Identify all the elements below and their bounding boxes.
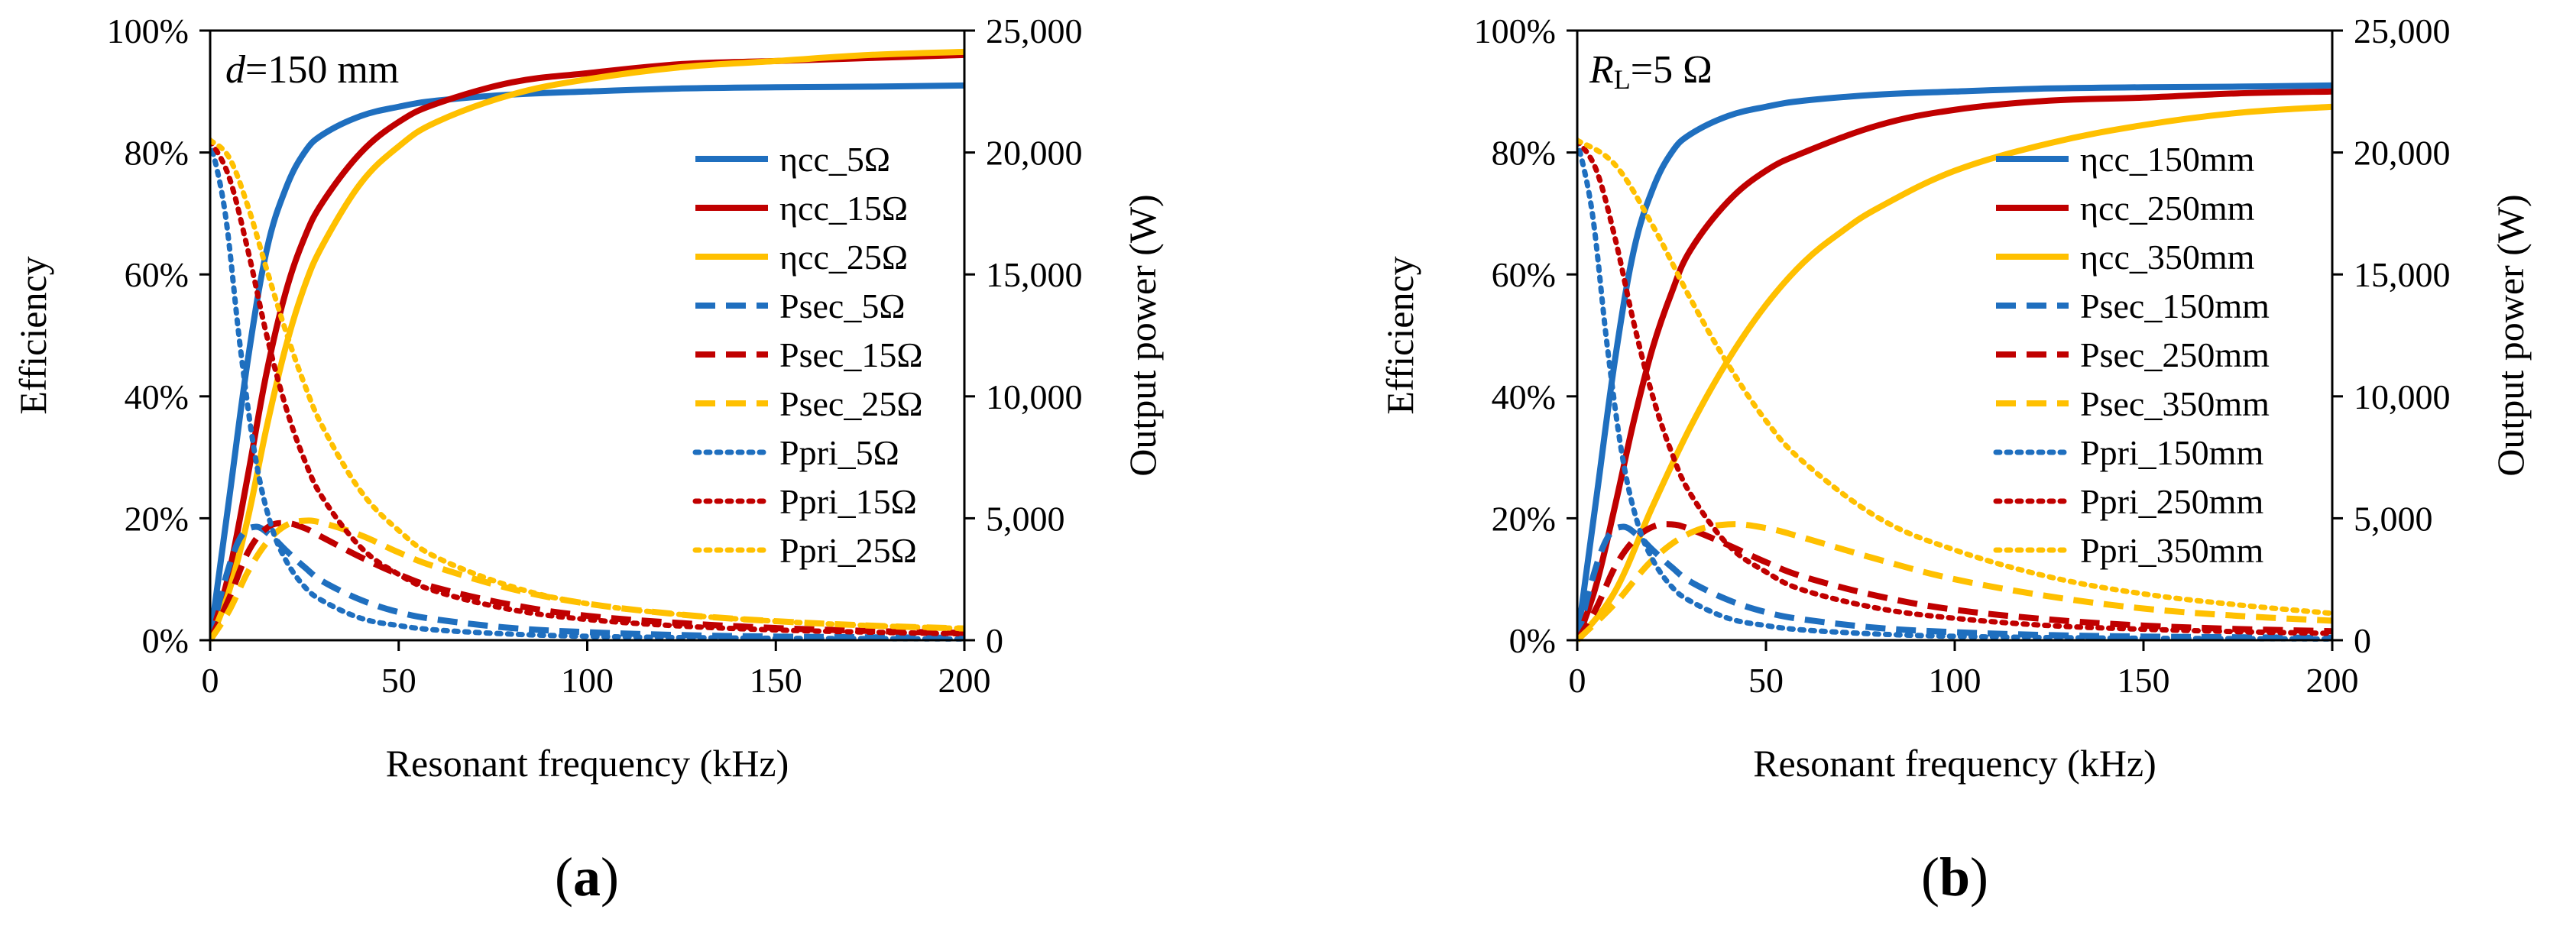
x-tick-label: 0 [202, 661, 219, 700]
legend-label: Psec_15Ω [779, 335, 923, 374]
y-left-tick-label: 100% [107, 11, 189, 50]
x-tick-label: 100 [1929, 661, 1981, 700]
y-left-tick-label: 40% [125, 377, 189, 416]
series-line [1577, 523, 2332, 641]
legend-label: ηcc_5Ω [779, 140, 890, 179]
legend-label: ηcc_150mm [2080, 140, 2255, 179]
x-tick-label: 50 [381, 661, 416, 700]
legend-label: Ppri_150mm [2080, 433, 2263, 472]
legend-label: Ppri_250mm [2080, 482, 2263, 521]
series-line [1577, 82, 2332, 641]
x-tick-label: 150 [750, 661, 802, 700]
y-left-tick-label: 0% [142, 621, 189, 660]
legend-label: Psec_5Ω [779, 286, 906, 325]
series-line [210, 48, 964, 642]
legend-label: ηcc_15Ω [779, 189, 908, 228]
y-right-tick-label: 5,000 [986, 499, 1065, 538]
series-line [1577, 138, 2332, 617]
x-tick-label: 150 [2118, 661, 2170, 700]
legend-label: ηcc_250mm [2080, 189, 2255, 228]
x-tick-label: 0 [1569, 661, 1586, 700]
legend-label: ηcc_25Ω [779, 238, 908, 277]
y-right-tick-label: 0 [986, 621, 1003, 660]
series-line [1577, 521, 2332, 643]
chart-panel-a: 0 50 100 150 200 0% 20% 40% 60% 80% 100% 0 5,000 10,0… [11, 11, 1164, 908]
x-tick-label: 200 [938, 661, 991, 700]
x-tick-label: 50 [1748, 661, 1784, 700]
legend-label: Ppri_350mm [2080, 531, 2263, 570]
legend-label: Ppri_15Ω [779, 482, 917, 521]
plot-annotation: d=150 mm [225, 48, 399, 92]
subfigure-label: (a) [555, 846, 619, 908]
legend-label: ηcc_350mm [2080, 238, 2255, 277]
legend-label: Psec_250mm [2080, 335, 2270, 374]
series-line [1577, 103, 2332, 643]
y-left-tick-label: 0% [1509, 621, 1556, 660]
y-right-tick-label: 10,000 [986, 377, 1083, 416]
x-tick-label: 200 [2306, 661, 2359, 700]
y-left-tick-label: 20% [125, 499, 189, 538]
y-right-axis-label: Output power (W) [1121, 194, 1164, 476]
series-line [210, 138, 964, 632]
legend-label: Ppri_25Ω [779, 531, 917, 570]
legend: ηcc_150mm ηcc_250mm ηcc_350mm Psec_150mm Pse… [1993, 140, 2270, 570]
x-axis-label: Resonant frequency (kHz) [1753, 742, 2156, 785]
series-line [210, 523, 964, 641]
y-right-tick-label: 15,000 [986, 255, 1083, 294]
y-right-tick-label: 25,000 [986, 11, 1083, 50]
y-left-tick-label: 60% [125, 255, 189, 294]
y-right-axis-label: Output power (W) [2489, 194, 2532, 476]
series-group [210, 48, 964, 643]
y-left-tick-label: 40% [1492, 377, 1556, 416]
x-axis-label: Resonant frequency (kHz) [386, 742, 789, 785]
y-left-axis-label: Efficiency [1379, 256, 1421, 414]
legend-label: Ppri_5Ω [779, 433, 899, 472]
y-left-axis-label: Efficiency [11, 256, 54, 414]
subfigure-label: (b) [1921, 846, 1988, 908]
y-left-tick-label: 80% [1492, 134, 1556, 173]
series-line [210, 138, 964, 642]
legend-label: Psec_150mm [2080, 286, 2270, 325]
y-right-tick-label: 25,000 [2354, 11, 2451, 50]
y-right-tick-label: 0 [2354, 621, 2371, 660]
y-right-tick-label: 15,000 [2354, 255, 2451, 294]
series-group [1577, 82, 2332, 643]
y-left-tick-label: 100% [1474, 11, 1556, 50]
y-right-tick-label: 5,000 [2354, 499, 2433, 538]
y-right-tick-label: 20,000 [986, 134, 1083, 173]
series-line [210, 138, 964, 637]
legend-label: Psec_350mm [2080, 384, 2270, 423]
series-line [1577, 138, 2332, 642]
y-right-tick-label: 10,000 [2354, 377, 2451, 416]
legend-label: Psec_25Ω [779, 384, 923, 423]
legend: ηcc_5Ω ηcc_15Ω ηcc_25Ω Psec_5Ω Psec_15Ω Psec_… [692, 140, 923, 570]
y-left-tick-label: 20% [1492, 499, 1556, 538]
y-left-tick-label: 80% [125, 134, 189, 173]
x-tick-label: 100 [561, 661, 614, 700]
chart-panel-b: 0 50 100 150 200 0% 20% 40% 60% 80% 100% 0 5,000 10,0… [1379, 11, 2532, 908]
series-line [1577, 138, 2332, 636]
y-left-tick-label: 60% [1492, 255, 1556, 294]
series-line [1577, 521, 2332, 643]
series-line [210, 82, 964, 641]
plot-annotation: RL=5 Ω [1589, 48, 1712, 95]
y-right-tick-label: 20,000 [2354, 134, 2451, 173]
